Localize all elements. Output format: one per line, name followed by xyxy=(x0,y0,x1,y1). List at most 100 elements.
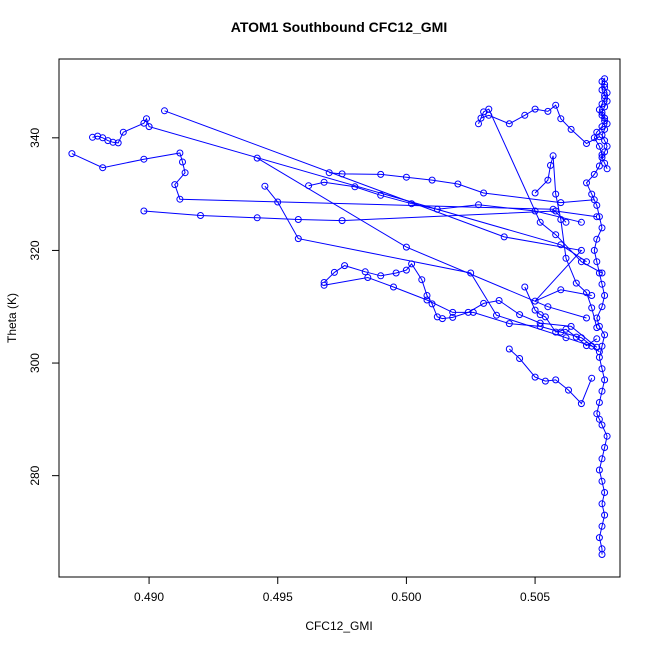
series-line xyxy=(524,286,598,347)
data-point xyxy=(598,154,606,161)
data-point xyxy=(588,292,596,299)
x-axis: 0.490 0.495 0.500 0.505 xyxy=(134,577,550,604)
data-point xyxy=(603,120,611,128)
data-point xyxy=(402,243,410,251)
data-point xyxy=(99,164,107,172)
data-point xyxy=(593,235,601,243)
data-point xyxy=(330,268,338,276)
data-point xyxy=(433,205,441,213)
data-point xyxy=(598,224,606,232)
data-point xyxy=(176,195,184,203)
data-point xyxy=(562,325,570,333)
data-point xyxy=(601,159,609,167)
data-point xyxy=(294,216,302,223)
series-line xyxy=(508,348,593,405)
data-point xyxy=(598,269,606,277)
x-axis-label: CFC12_GMI xyxy=(305,619,372,633)
x-tick-label: 0.490 xyxy=(134,590,164,604)
data-point xyxy=(552,101,560,109)
data-point xyxy=(500,233,508,241)
data-point xyxy=(549,152,557,160)
data-point xyxy=(588,374,596,382)
data-point xyxy=(325,169,333,177)
data-point xyxy=(402,266,410,274)
data-point xyxy=(601,137,609,145)
data-point xyxy=(601,511,609,519)
data-point xyxy=(601,148,609,156)
data-point xyxy=(598,365,606,373)
data-point xyxy=(176,149,184,157)
data-point xyxy=(390,283,397,291)
data-point xyxy=(593,201,601,209)
data-point xyxy=(595,133,603,141)
data-point xyxy=(475,201,482,209)
data-point xyxy=(181,169,189,177)
data-point xyxy=(601,444,609,451)
data-point xyxy=(140,207,148,215)
data-point xyxy=(590,170,598,178)
data-point xyxy=(583,314,590,322)
data-point xyxy=(572,279,580,287)
data-point xyxy=(320,281,328,289)
data-point xyxy=(601,489,609,496)
data-point xyxy=(480,189,488,197)
data-point xyxy=(601,92,609,100)
data-point xyxy=(364,274,372,281)
data-point xyxy=(361,268,369,276)
data-point xyxy=(305,182,313,190)
data-point xyxy=(601,103,609,111)
series-line xyxy=(478,108,603,274)
data-point xyxy=(143,115,150,123)
data-point xyxy=(544,176,552,184)
series-line xyxy=(71,152,567,223)
data-point xyxy=(598,109,606,116)
data-point xyxy=(598,342,606,350)
chart-title: ATOM1 Southbound CFC12_GMI xyxy=(231,19,447,35)
data-point xyxy=(557,328,565,336)
data-point xyxy=(109,138,117,146)
data-point xyxy=(593,324,601,332)
data-point xyxy=(377,272,385,280)
data-point xyxy=(552,328,560,336)
data-point xyxy=(320,279,328,286)
data-point xyxy=(598,522,606,530)
data-point xyxy=(598,477,606,485)
series-line xyxy=(324,276,600,353)
data-point xyxy=(595,348,603,356)
data-point xyxy=(536,322,544,330)
data-point xyxy=(577,400,585,408)
data-point xyxy=(449,308,457,316)
data-point xyxy=(253,214,261,222)
data-point xyxy=(351,183,359,191)
data-point xyxy=(516,311,524,319)
data-point xyxy=(477,114,485,122)
data-point xyxy=(601,125,609,133)
data-point xyxy=(590,246,598,254)
data-point xyxy=(261,182,269,190)
data-point xyxy=(541,313,549,321)
data-point xyxy=(593,335,601,343)
x-tick-label: 0.500 xyxy=(391,590,421,604)
data-point xyxy=(595,415,603,423)
data-point xyxy=(438,315,446,323)
data-point xyxy=(562,254,570,262)
data-point xyxy=(547,161,554,169)
data-point xyxy=(480,108,488,116)
data-point xyxy=(593,410,601,418)
data-point xyxy=(567,125,575,133)
data-point xyxy=(475,120,482,128)
data-point xyxy=(495,297,503,304)
data-point xyxy=(536,218,544,226)
y-tick-label: 320 xyxy=(28,240,42,260)
data-point xyxy=(140,155,148,163)
data-point xyxy=(408,200,416,208)
data-point xyxy=(583,140,590,147)
data-point xyxy=(595,269,603,277)
series-line xyxy=(143,210,597,222)
data-point xyxy=(572,333,580,341)
data-point xyxy=(480,299,488,307)
data-point xyxy=(505,345,513,353)
data-point xyxy=(521,111,529,119)
data-point xyxy=(408,260,416,268)
data-point xyxy=(505,320,513,328)
